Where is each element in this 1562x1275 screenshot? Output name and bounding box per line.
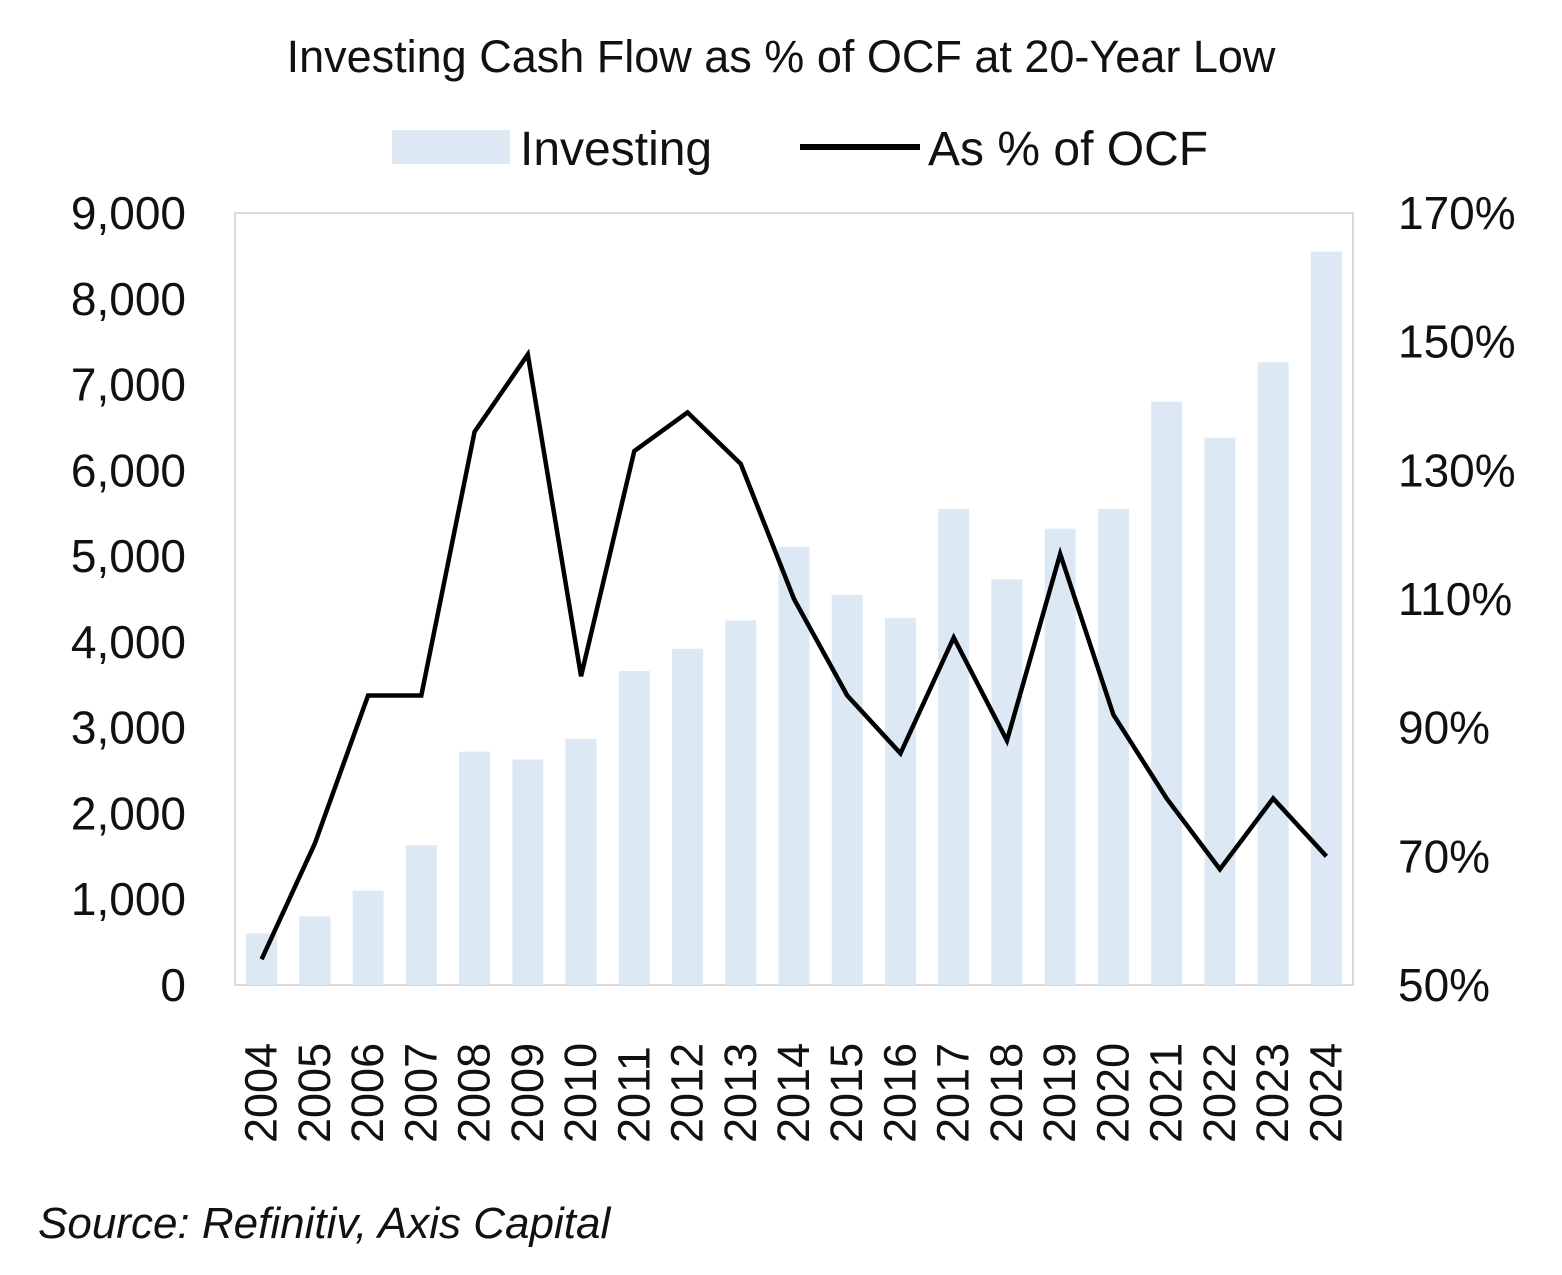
bar-2023 xyxy=(1257,362,1289,986)
bar-2020 xyxy=(1097,508,1129,985)
x-tick-label: 2018 xyxy=(981,1043,1032,1143)
bar-2009 xyxy=(512,759,544,985)
y-left-tick-label: 0 xyxy=(160,959,186,1011)
x-tick-label: 2009 xyxy=(502,1043,553,1143)
x-tick-label: 2015 xyxy=(821,1043,872,1143)
bar-2021 xyxy=(1151,401,1183,985)
y-right-tick-label: 130% xyxy=(1398,444,1516,496)
x-tick-label: 2010 xyxy=(555,1043,606,1143)
legend-swatch-investing xyxy=(392,130,510,164)
x-tick-label: 2014 xyxy=(768,1043,819,1143)
source-note: Source: Refinitiv, Axis Capital xyxy=(38,1199,611,1248)
x-tick-label: 2017 xyxy=(928,1043,979,1143)
x-tick-label: 2012 xyxy=(662,1043,713,1143)
x-tick-label: 2021 xyxy=(1141,1043,1192,1143)
legend-label-investing: Investing xyxy=(520,123,712,176)
bar-2010 xyxy=(565,738,597,985)
legend: Investing As % of OCF xyxy=(392,123,1208,176)
x-tick-label: 2011 xyxy=(608,1046,659,1143)
bar-2022 xyxy=(1204,437,1236,985)
x-tick-label: 2005 xyxy=(289,1043,340,1143)
line-as-pct-ocf xyxy=(259,348,1329,961)
x-tick-label: 2024 xyxy=(1300,1043,1351,1143)
x-tick-label: 2006 xyxy=(342,1043,393,1143)
bar-2019 xyxy=(1044,528,1076,985)
bar-2016 xyxy=(884,617,916,985)
y-right-tick-label: 170% xyxy=(1398,187,1516,239)
y-right-tick-label: 70% xyxy=(1398,830,1490,882)
chart-title: Investing Cash Flow as % of OCF at 20-Ye… xyxy=(287,31,1276,82)
y-left-tick-label: 3,000 xyxy=(71,702,186,754)
bar-2024 xyxy=(1310,251,1342,986)
bar-2012 xyxy=(672,648,704,985)
y-right-tick-label: 50% xyxy=(1398,959,1490,1011)
y-left-tick-label: 4,000 xyxy=(71,616,186,668)
bar-2007 xyxy=(405,845,437,985)
y-left-tick-label: 1,000 xyxy=(71,873,186,925)
bar-2018 xyxy=(991,579,1023,985)
x-tick-label: 2016 xyxy=(874,1043,925,1143)
x-tick-label: 2004 xyxy=(236,1043,287,1143)
y-left-tick-label: 9,000 xyxy=(71,187,186,239)
legend-label-ocf: As % of OCF xyxy=(928,123,1208,176)
y-right-tick-label: 110% xyxy=(1398,573,1512,625)
x-tick-label: 2007 xyxy=(395,1043,446,1143)
x-tick-label: 2020 xyxy=(1087,1043,1138,1143)
bar-2014 xyxy=(778,546,810,985)
x-tick-label: 2019 xyxy=(1034,1043,1085,1143)
bar-2017 xyxy=(938,508,970,985)
y-right-tick-label: 90% xyxy=(1398,702,1490,754)
bar-2006 xyxy=(352,890,384,985)
x-tick-label: 2022 xyxy=(1194,1043,1245,1143)
x-tick-label: 2023 xyxy=(1247,1043,1298,1143)
bar-2013 xyxy=(725,620,757,985)
bar-2008 xyxy=(459,751,491,985)
y-left-tick-label: 6,000 xyxy=(71,444,186,496)
x-tick-label: 2013 xyxy=(715,1043,766,1143)
bar-2011 xyxy=(618,671,650,985)
y-left-tick-label: 5,000 xyxy=(71,530,186,582)
y-left-tick-label: 7,000 xyxy=(71,359,186,411)
y-left-tick-label: 8,000 xyxy=(71,273,186,325)
y-right-tick-label: 150% xyxy=(1398,316,1516,368)
y-left-tick-label: 2,000 xyxy=(71,787,186,839)
x-tick-label: 2008 xyxy=(449,1043,500,1143)
bar-2005 xyxy=(299,916,331,985)
bar-2015 xyxy=(831,594,863,985)
